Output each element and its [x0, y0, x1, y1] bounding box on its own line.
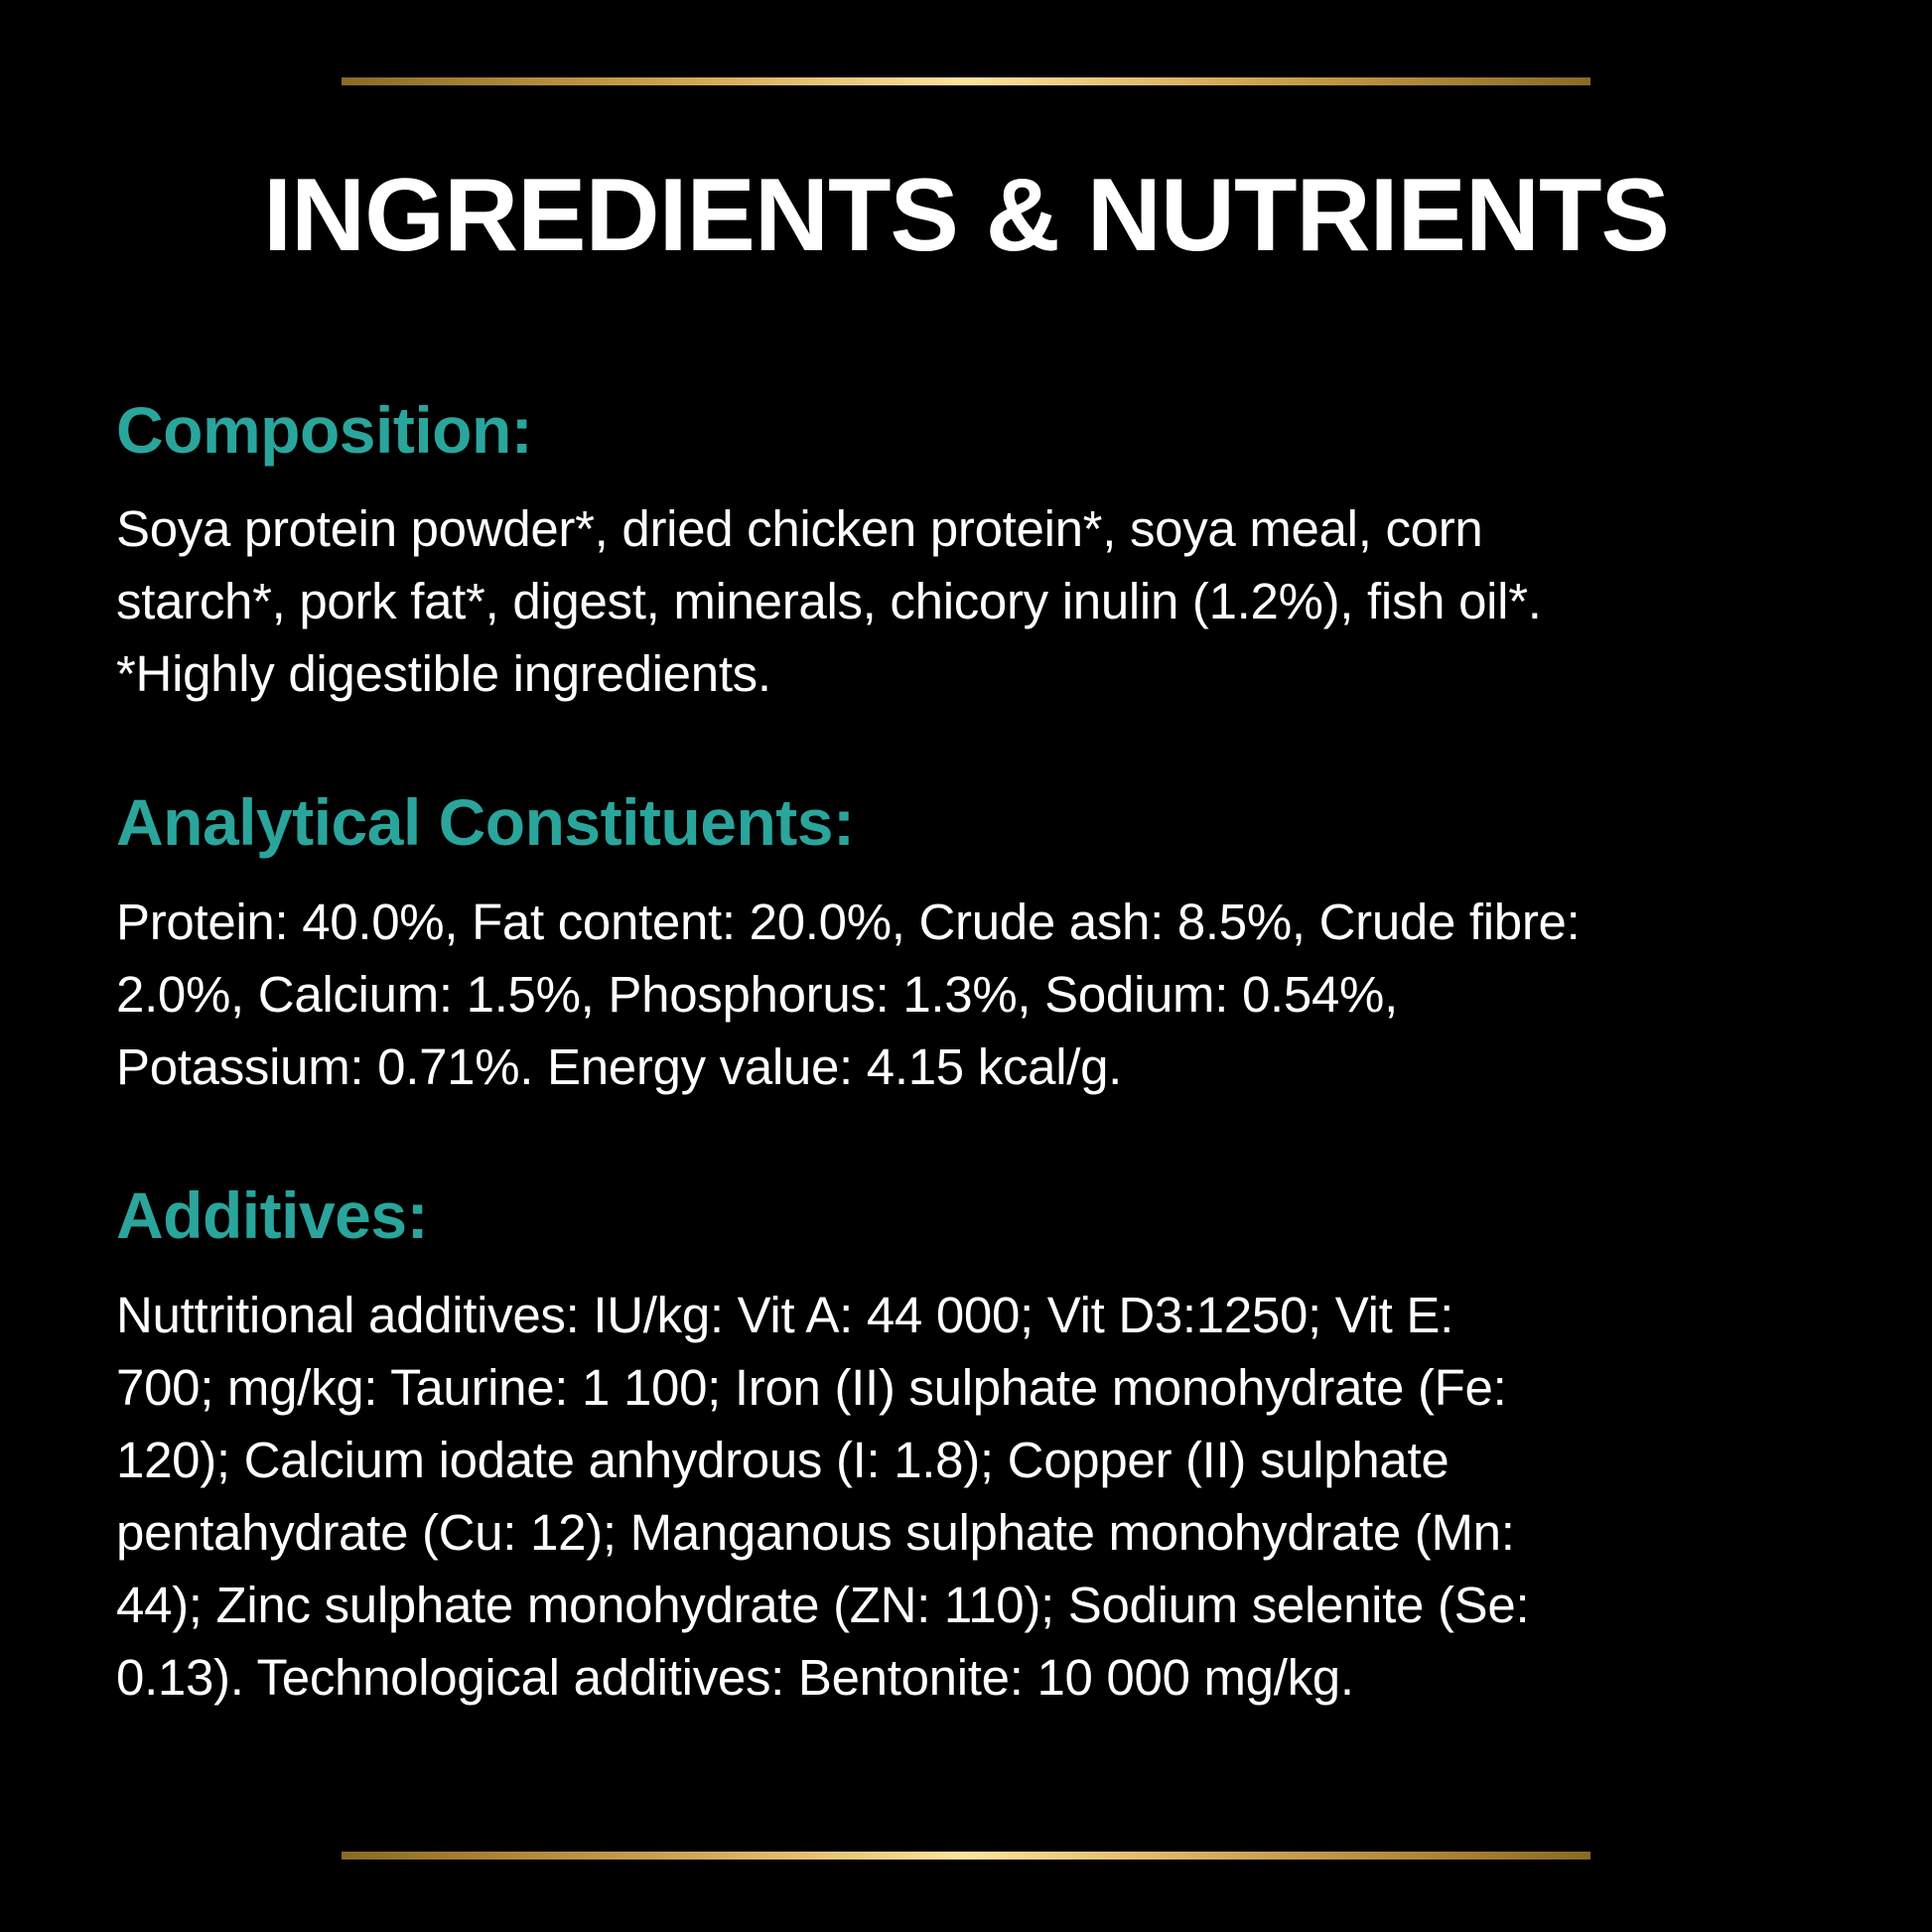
- composition-text: Soya protein powder*, dried chicken prot…: [116, 492, 1542, 710]
- text-line: 700; mg/kg: Taurine: 1 100; Iron (II) su…: [116, 1359, 1507, 1416]
- text-line: 2.0%, Calcium: 1.5%, Phosphorus: 1.3%, S…: [116, 966, 1398, 1023]
- text-line: Soya protein powder*, dried chicken prot…: [116, 500, 1483, 557]
- text-line: Protein: 40.0%, Fat content: 20.0%, Crud…: [116, 894, 1581, 950]
- text-line: Potassium: 0.71%. Energy value: 4.15 kca…: [116, 1038, 1123, 1095]
- bottom-gold-divider: [342, 1852, 1590, 1860]
- text-line: 44); Zinc sulphate monohydrate (ZN: 110)…: [116, 1577, 1530, 1633]
- text-line: 0.13). Technological additives: Bentonit…: [116, 1649, 1354, 1706]
- analytical-constituents-heading: Analytical Constituents:: [116, 785, 855, 859]
- composition-heading: Composition:: [116, 393, 533, 467]
- text-line: 120); Calcium iodate anhydrous (I: 1.8);…: [116, 1432, 1449, 1488]
- additives-heading: Additives:: [116, 1178, 429, 1252]
- analytical-constituents-text: Protein: 40.0%, Fat content: 20.0%, Crud…: [116, 886, 1581, 1103]
- top-gold-divider: [342, 77, 1590, 85]
- text-line: Nuttritional additives: IU/kg: Vit A: 44…: [116, 1287, 1453, 1343]
- text-line: *Highly digestible ingredients.: [116, 645, 771, 702]
- additives-text: Nuttritional additives: IU/kg: Vit A: 44…: [116, 1279, 1530, 1714]
- page-title: INGREDIENTS & NUTRIENTS: [263, 158, 1670, 273]
- text-line: starch*, pork fat*, digest, minerals, ch…: [116, 573, 1542, 629]
- text-line: pentahydrate (Cu: 12); Manganous sulphat…: [116, 1504, 1515, 1561]
